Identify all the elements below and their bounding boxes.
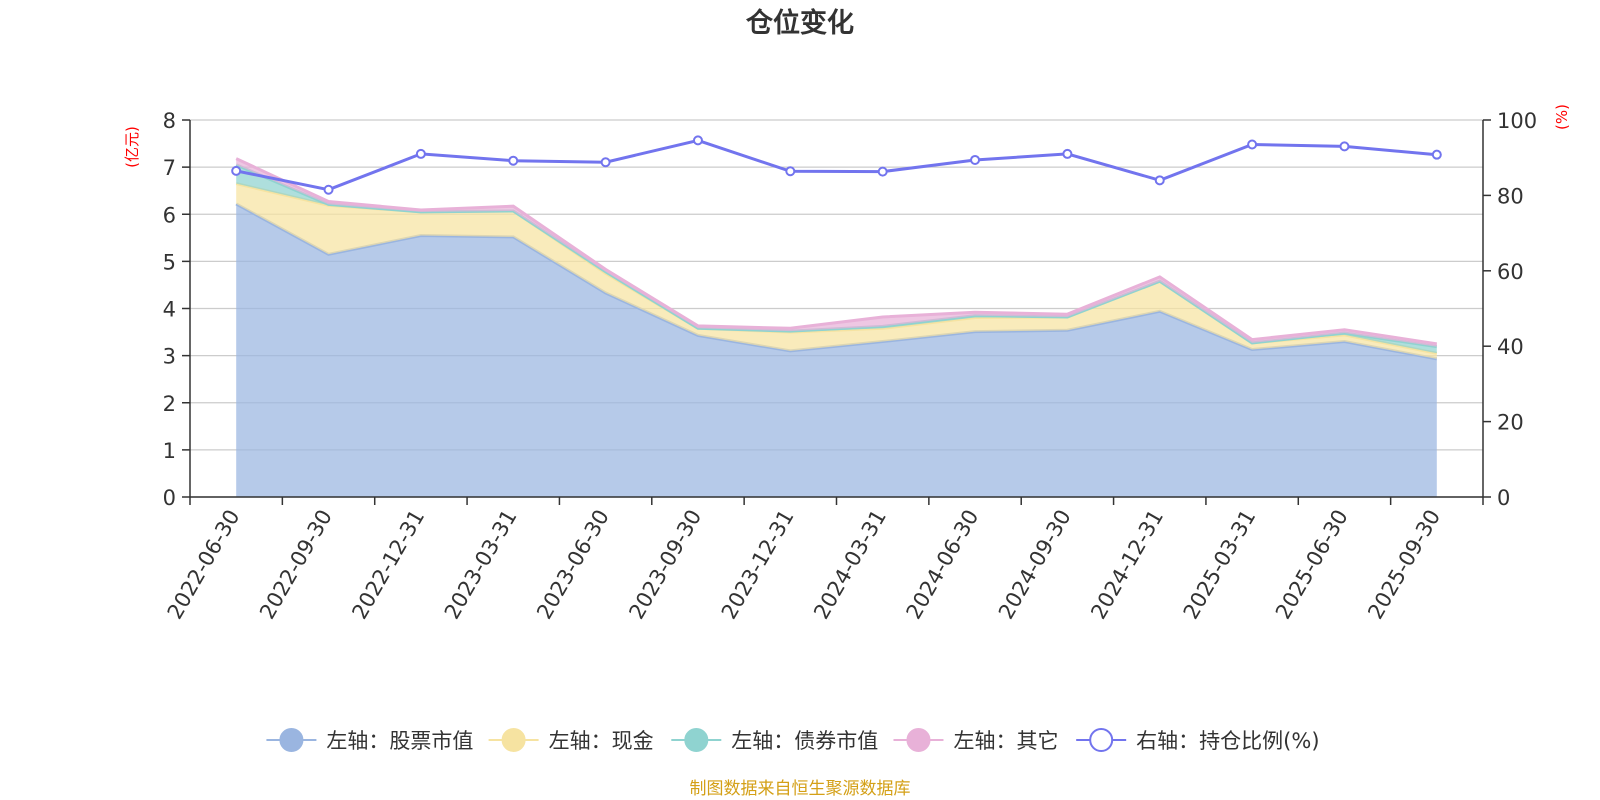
left-axis-tick-label: 8	[163, 109, 176, 133]
x-axis-tick-label: 2022-12-31	[347, 505, 429, 623]
data-source: 制图数据来自恒生聚源数据库	[690, 779, 911, 799]
position-ratio-point	[1062, 148, 1073, 159]
legend-item-1: 左轴：现金	[488, 728, 654, 753]
left-axis-tick-label: 3	[163, 345, 176, 369]
legend: 左轴：股票市值 左轴：现金 左轴：债券市值 左轴：其它 右轴：持仓比例(%)	[266, 728, 1320, 753]
legend-label: 左轴：现金	[549, 729, 654, 753]
legend-marker	[279, 728, 304, 752]
position-ratio-point	[692, 135, 703, 146]
position-ratio-point	[1154, 175, 1165, 186]
x-axis-tick-label: 2025-06-30	[1271, 506, 1353, 624]
position-ratio-point	[231, 165, 242, 176]
legend-item-4: 右轴：持仓比例(%)	[1076, 728, 1320, 753]
position-ratio-path	[235, 138, 1437, 192]
legend-label: 左轴：债券市值	[731, 729, 878, 753]
position-ratio-point	[600, 157, 611, 168]
right-axis-unit: (%)	[1553, 104, 1571, 130]
legend-label: 左轴：其它	[953, 729, 1058, 753]
x-axis-tick-label: 2025-03-31	[1179, 506, 1261, 624]
position-ratio-point	[508, 155, 519, 166]
x-axis-tick-label: 2024-06-30	[902, 505, 984, 623]
right-axis-tick-label: 60	[1497, 260, 1524, 284]
area-series-0	[236, 203, 1437, 497]
legend-label: 左轴：股票市值	[326, 729, 473, 753]
right-axis-tick-label: 80	[1497, 184, 1524, 208]
position-ratio-point	[1247, 139, 1258, 150]
legend-marker	[1089, 728, 1114, 752]
left-axis-unit: (亿元)	[123, 126, 141, 168]
legend-item-2: 左轴：债券市值	[671, 728, 878, 753]
left-axis-tick-label: 0	[163, 486, 176, 510]
x-axis-tick-label: 2024-09-30	[994, 506, 1076, 624]
left-axis-tick-label: 6	[163, 203, 176, 227]
x-axis-tick-label: 2024-12-31	[1086, 506, 1168, 624]
legend-marker	[906, 728, 931, 752]
x-axis-tick-label: 2023-09-30	[624, 506, 706, 624]
position-ratio-point	[415, 148, 426, 159]
left-axis-tick-label: 2	[163, 392, 176, 416]
legend-marker	[684, 728, 709, 752]
position-ratio-point	[323, 184, 334, 195]
position-ratio-point	[877, 166, 888, 177]
legend-item-3: 左轴：其它	[893, 728, 1058, 753]
left-axis-tick-label: 1	[163, 439, 176, 463]
left-axis-tick-label: 5	[163, 250, 176, 274]
left-axis-tick-label: 4	[163, 298, 176, 322]
x-axis-tick-label: 2025-09-30	[1363, 506, 1445, 624]
legend-marker	[501, 728, 526, 752]
x-axis-tick-label: 2023-12-31	[717, 506, 799, 624]
legend-label: 右轴：持仓比例(%)	[1136, 729, 1319, 753]
right-axis-tick-label: 40	[1497, 335, 1524, 359]
position-ratio-point	[1431, 149, 1442, 160]
position-ratio-point	[1339, 141, 1350, 152]
x-axis-tick-label: 2024-03-31	[809, 506, 891, 624]
right-axis-tick-label: 20	[1497, 411, 1524, 435]
area-series-line-3	[235, 157, 1438, 346]
position-ratio-point	[785, 166, 796, 177]
x-axis-tick-label: 2022-06-30	[163, 506, 245, 624]
position-ratio-line	[231, 135, 1442, 195]
left-axis-tick-label: 7	[163, 156, 176, 180]
right-axis-tick-label: 0	[1497, 486, 1510, 510]
x-axis-tick-label: 2023-03-31	[440, 506, 522, 624]
right-axis-tick-label: 100	[1497, 109, 1537, 133]
x-axis-tick-label: 2023-06-30	[532, 506, 614, 624]
x-axis-tick-label: 2022-09-30	[255, 506, 337, 624]
legend-item-0: 左轴：股票市值	[266, 728, 473, 753]
stacked-areas	[235, 157, 1438, 497]
chart-title: 仓位变化	[745, 7, 854, 39]
position-ratio-point	[970, 154, 981, 165]
